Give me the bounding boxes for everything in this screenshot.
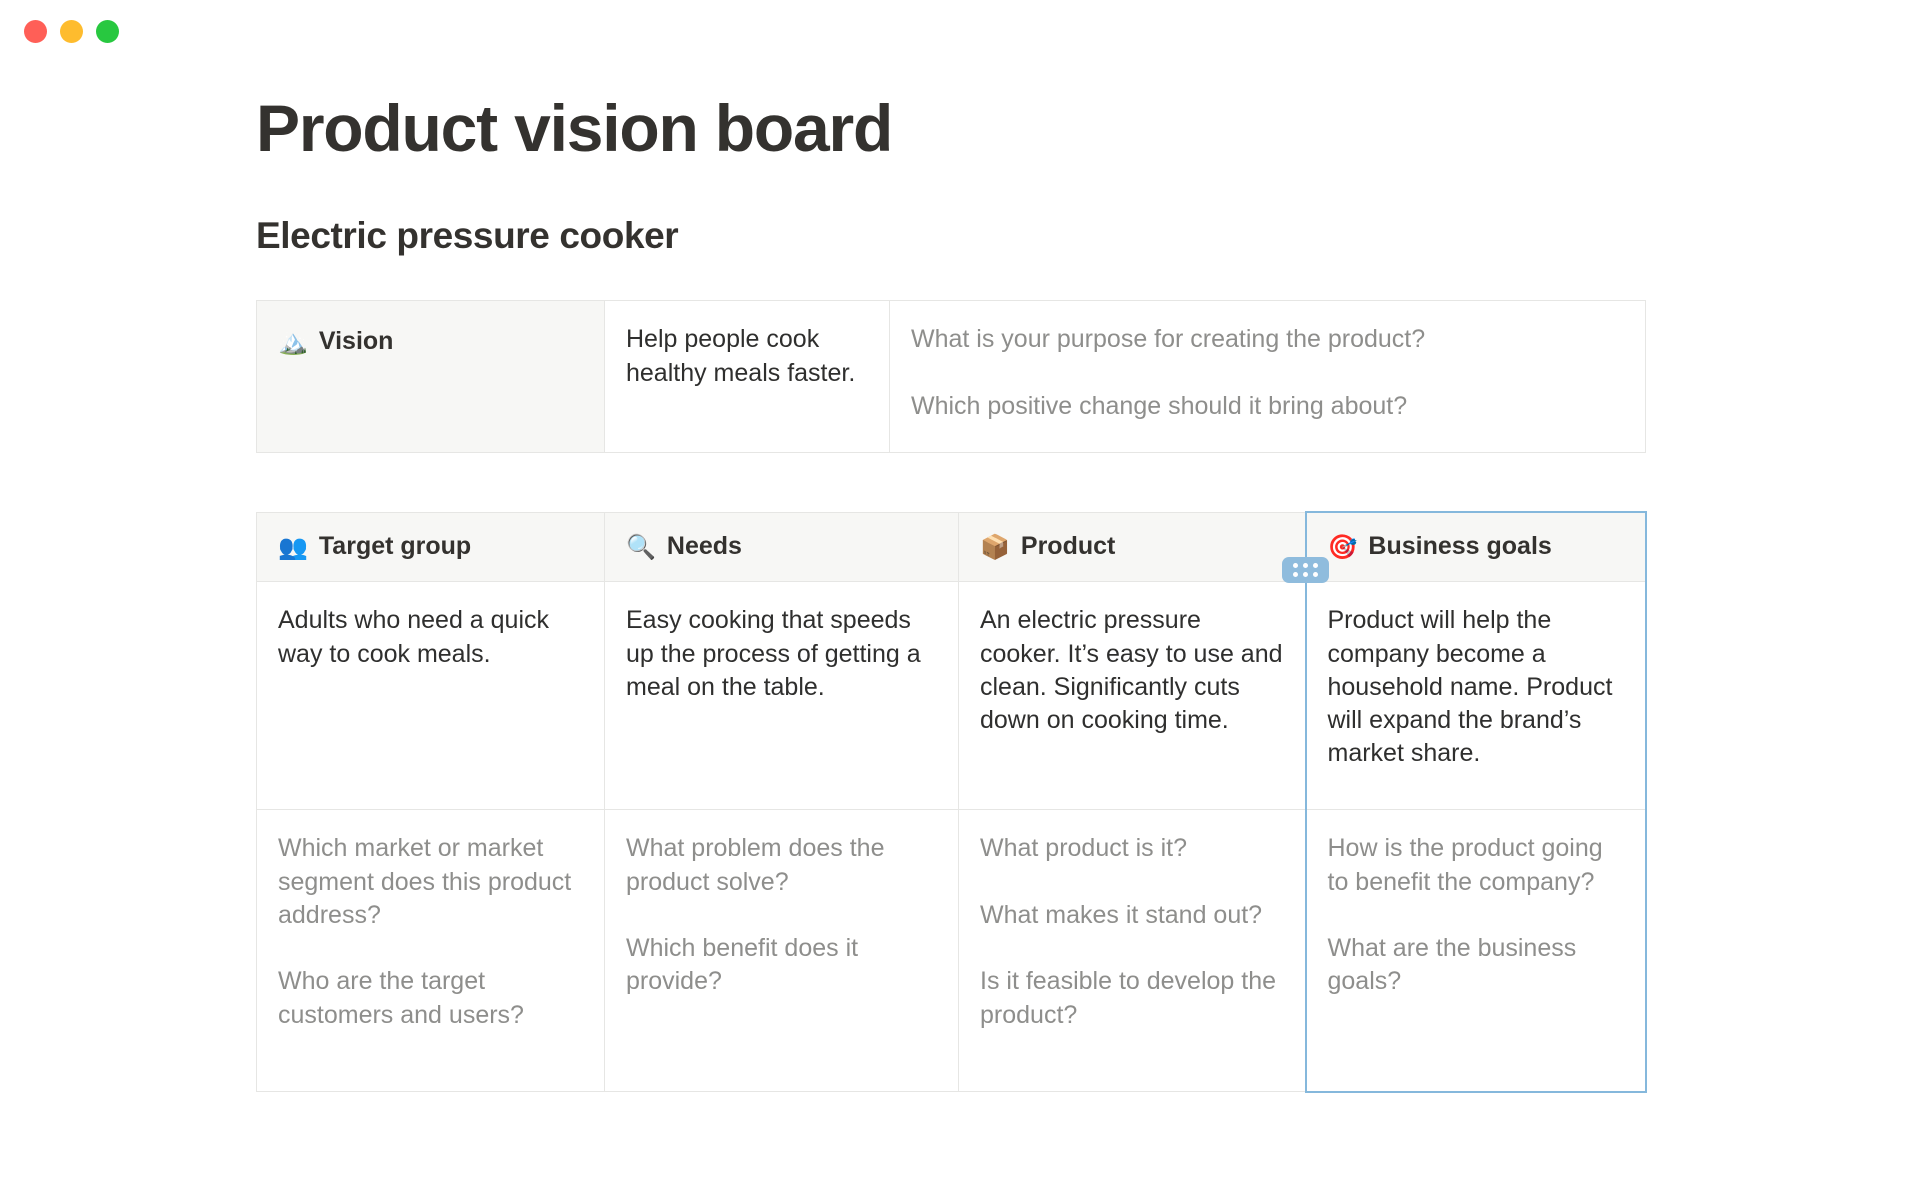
drag-handle-dot bbox=[1293, 572, 1298, 578]
minimize-window-button[interactable] bbox=[60, 19, 83, 43]
drag-handle-dot bbox=[1303, 563, 1308, 569]
cell-business-goals-value[interactable]: Product will help the company become a h… bbox=[1304, 581, 1647, 811]
hint-line: What product is it? bbox=[980, 834, 1188, 863]
table-row: Adults who need a quick way to cook meal… bbox=[256, 581, 1647, 811]
column-header-label: Target group bbox=[318, 531, 472, 560]
column-drag-handle[interactable] bbox=[1282, 557, 1329, 584]
column-header-needs[interactable]: 🔍 Needs bbox=[604, 511, 959, 583]
table-row: Which market or market segment does this… bbox=[256, 809, 1647, 1093]
cell-needs-hints[interactable]: What problem does the product solve? Whi… bbox=[604, 809, 959, 1093]
drag-handle-dot bbox=[1303, 572, 1308, 578]
column-header-label: Needs bbox=[666, 531, 742, 560]
table-row: 🏔️ Vision Help people cook healthy meals … bbox=[256, 300, 1646, 454]
drag-handle-dot bbox=[1313, 563, 1318, 569]
column-header-product[interactable]: 📦 Product bbox=[958, 511, 1306, 583]
hint-line: What are the business goals? bbox=[1327, 934, 1577, 996]
vision-header-cell[interactable]: 🏔️ Vision bbox=[256, 300, 605, 454]
drag-handle-dot bbox=[1313, 572, 1318, 578]
vision-header-label: Vision bbox=[318, 327, 394, 356]
column-header-target-group[interactable]: 👥 Target group bbox=[256, 511, 605, 583]
window-titlebar bbox=[0, 0, 1920, 62]
vision-hint-cell[interactable]: What is your purpose for creating the pr… bbox=[889, 300, 1646, 454]
direct-hit-target-icon: 🎯 bbox=[1327, 534, 1358, 562]
cell-target-group-hints[interactable]: Which market or market segment does this… bbox=[256, 809, 605, 1093]
cell-target-group-value[interactable]: Adults who need a quick way to cook meal… bbox=[256, 581, 605, 811]
hint-line: What problem does the product solve? bbox=[626, 834, 885, 896]
board-table-wrapper: 👥 Target group 🔍 Needs 📦 Product 🎯 Business … bbox=[256, 511, 1656, 1093]
hint-line: What makes it stand out? bbox=[980, 900, 1263, 929]
busts-in-silhouette-icon: 👥 bbox=[278, 533, 308, 561]
table-header-row: 👥 Target group 🔍 Needs 📦 Product 🎯 Business … bbox=[256, 511, 1647, 583]
column-header-business-goals[interactable]: 🎯 Business goals bbox=[1304, 511, 1647, 583]
package-box-icon: 📦 bbox=[980, 533, 1010, 561]
vision-table: 🏔️ Vision Help people cook healthy meals … bbox=[256, 300, 1646, 454]
vision-board-table: 👥 Target group 🔍 Needs 📦 Product 🎯 Business … bbox=[256, 511, 1647, 1093]
snow-capped-mountain-icon: 🏔️ bbox=[278, 329, 308, 357]
hint-line: Is it feasible to develop the product? bbox=[980, 967, 1277, 1029]
hint-line: Which market or market segment does this… bbox=[278, 834, 572, 929]
document-content: Product vision board Electric pressure c… bbox=[256, 0, 1656, 1093]
vision-hint-1: Which positive change should it bring ab… bbox=[911, 391, 1408, 420]
drag-handle-dot-row bbox=[1293, 572, 1318, 578]
cell-business-goals-hints[interactable]: How is the product going to benefit the … bbox=[1304, 809, 1647, 1093]
drag-handle-dot bbox=[1293, 563, 1298, 569]
hint-line: How is the product going to benefit the … bbox=[1327, 834, 1603, 896]
cell-product-hints[interactable]: What product is it? What makes it stand … bbox=[958, 809, 1306, 1093]
hint-line: Which benefit does it provide? bbox=[626, 934, 859, 996]
page-title[interactable]: Product vision board bbox=[256, 91, 893, 165]
drag-handle-dot-row bbox=[1293, 563, 1318, 569]
close-window-button[interactable] bbox=[24, 19, 47, 43]
cell-product-value[interactable]: An electric pressure cooker. It’s easy t… bbox=[958, 581, 1306, 811]
maximize-window-button[interactable] bbox=[96, 19, 119, 43]
vision-value-cell[interactable]: Help people cook healthy meals faster. bbox=[604, 300, 890, 454]
magnifying-glass-icon: 🔍 bbox=[626, 533, 656, 561]
page-subtitle[interactable]: Electric pressure cooker bbox=[256, 214, 679, 256]
vision-hint-0: What is your purpose for creating the pr… bbox=[911, 325, 1426, 354]
cell-needs-value[interactable]: Easy cooking that speeds up the process … bbox=[604, 581, 959, 811]
column-header-label: Product bbox=[1020, 531, 1116, 560]
hint-line: Who are the target customers and users? bbox=[278, 967, 524, 1029]
column-header-label: Business goals bbox=[1368, 532, 1552, 561]
